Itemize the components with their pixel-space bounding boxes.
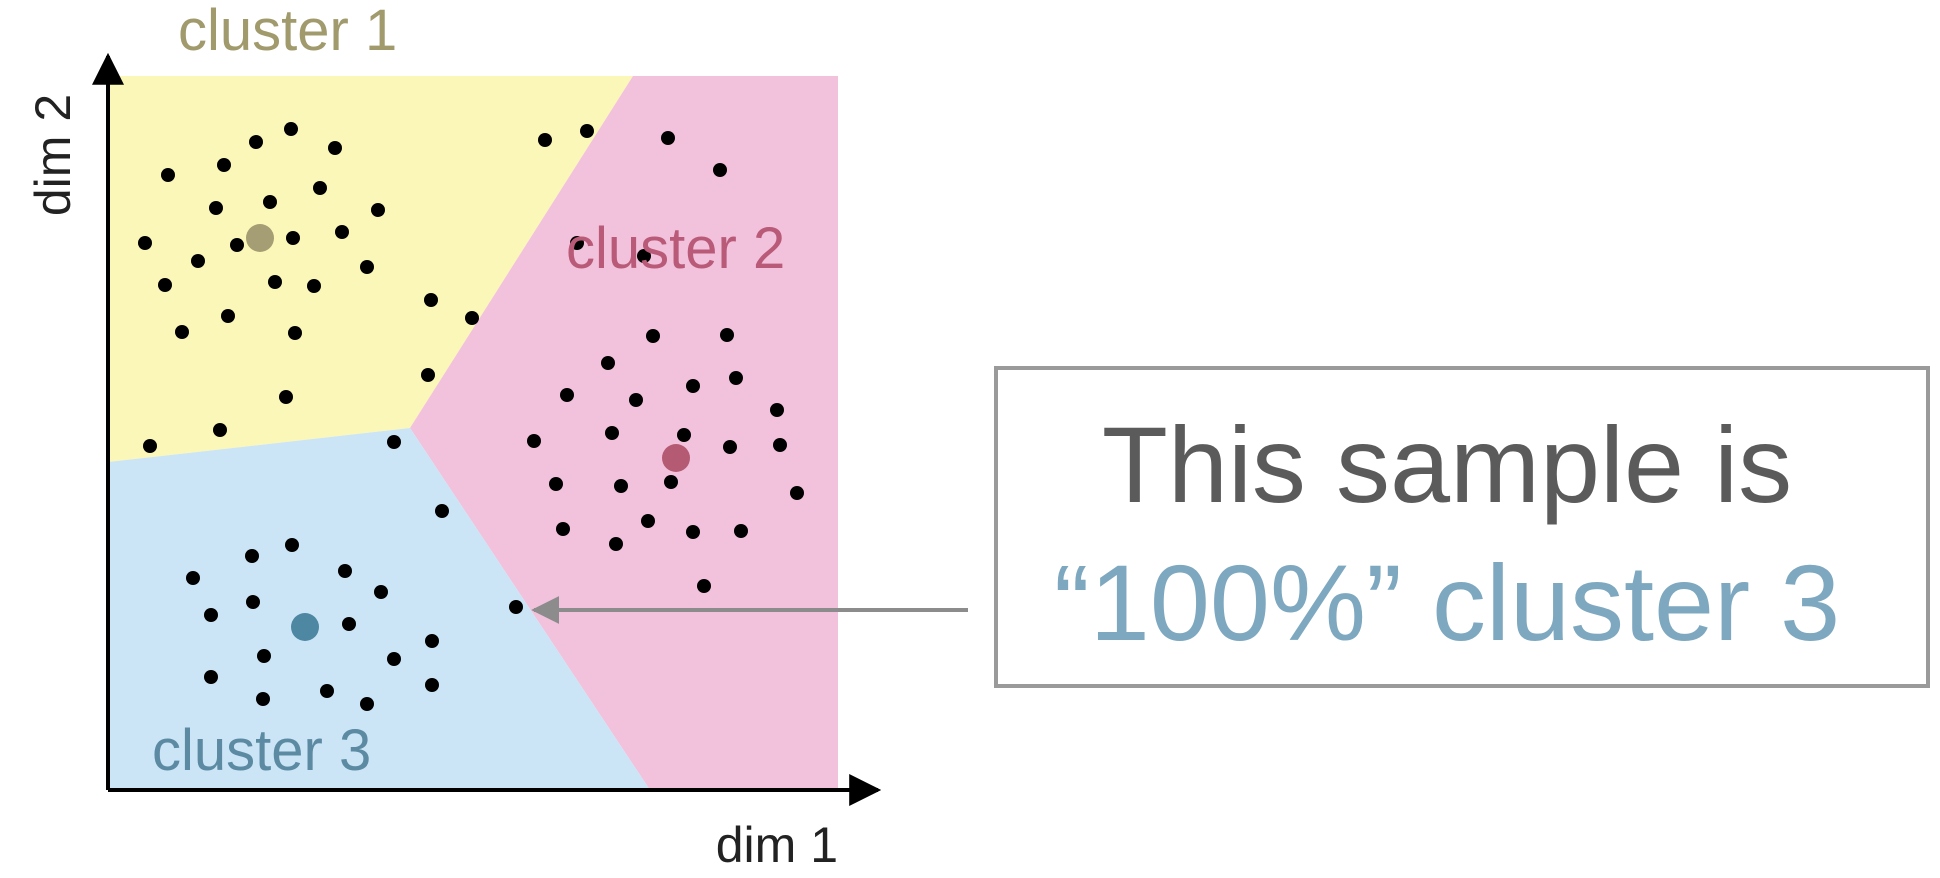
sample-point [213,423,227,437]
sample-point [328,141,342,155]
sample-point [286,231,300,245]
sample-point [288,326,302,340]
cluster-3-centroid [291,613,319,641]
sample-point [549,477,563,491]
cluster-1-label: cluster 1 [178,0,397,63]
sample-point [609,537,623,551]
sample-point [729,371,743,385]
sample-point [246,595,260,609]
sample-point [209,201,223,215]
sample-point [143,439,157,453]
x-axis-label: dim 1 [716,817,838,873]
sample-point [371,203,385,217]
sample-point [230,238,244,252]
sample-point [713,163,727,177]
sample-point [697,579,711,593]
sample-point [335,225,349,239]
sample-points [138,122,804,711]
sample-point [191,254,205,268]
sample-point [284,122,298,136]
sample-point [374,585,388,599]
sample-point [723,440,737,454]
sample-point [221,309,235,323]
sample-point [664,475,678,489]
sample-point [387,652,401,666]
sample-point [257,649,271,663]
callout-line-1: This sample is [1102,404,1792,525]
sample-point [605,426,619,440]
sample-point [527,434,541,448]
sample-point [360,260,374,274]
sample-point [342,617,356,631]
sample-point [204,670,218,684]
sample-point [790,486,804,500]
sample-point [734,524,748,538]
sample-point [387,435,401,449]
sample-point [263,195,277,209]
callout-line-2: “100%” cluster 3 [1054,542,1840,663]
sample-point [720,328,734,342]
sample-point [424,293,438,307]
sample-point [158,278,172,292]
sample-point [249,135,263,149]
sample-point [320,684,334,698]
cluster-3-label: cluster 3 [152,718,371,783]
sample-point [538,133,552,147]
sample-point [570,236,584,250]
sample-point [425,634,439,648]
sample-point [307,279,321,293]
cluster-2-centroid [662,444,690,472]
sample-point [646,329,660,343]
sample-point [186,571,200,585]
sample-point [629,393,643,407]
cluster-2-label: cluster 2 [566,216,785,281]
sample-point [421,368,435,382]
sample-point [686,379,700,393]
sample-point [686,525,700,539]
sample-point [637,249,651,263]
sample-point [677,428,691,442]
sample-point [285,538,299,552]
sample-point [560,388,574,402]
callout-box [994,366,1930,688]
sample-point [268,275,282,289]
sample-point [279,390,293,404]
sample-point [217,158,231,172]
sample-point [256,692,270,706]
sample-point [465,311,479,325]
sample-point [245,549,259,563]
sample-point [138,236,152,250]
sample-point [313,181,327,195]
sample-point [360,697,374,711]
sample-point [338,564,352,578]
sample-point [425,678,439,692]
sample-point [641,514,655,528]
sample-point [435,504,449,518]
cluster-3-region [108,428,650,790]
sample-point [556,522,570,536]
sample-point [601,356,615,370]
sample-point [661,131,675,145]
y-axis-label: dim 2 [25,94,81,216]
sample-point [175,325,189,339]
sample-point [773,438,787,452]
cluster-1-centroid [246,224,274,252]
sample-point [509,600,523,614]
sample-point [614,479,628,493]
sample-point [580,124,594,138]
sample-point [161,168,175,182]
sample-point [770,403,784,417]
sample-point [204,608,218,622]
